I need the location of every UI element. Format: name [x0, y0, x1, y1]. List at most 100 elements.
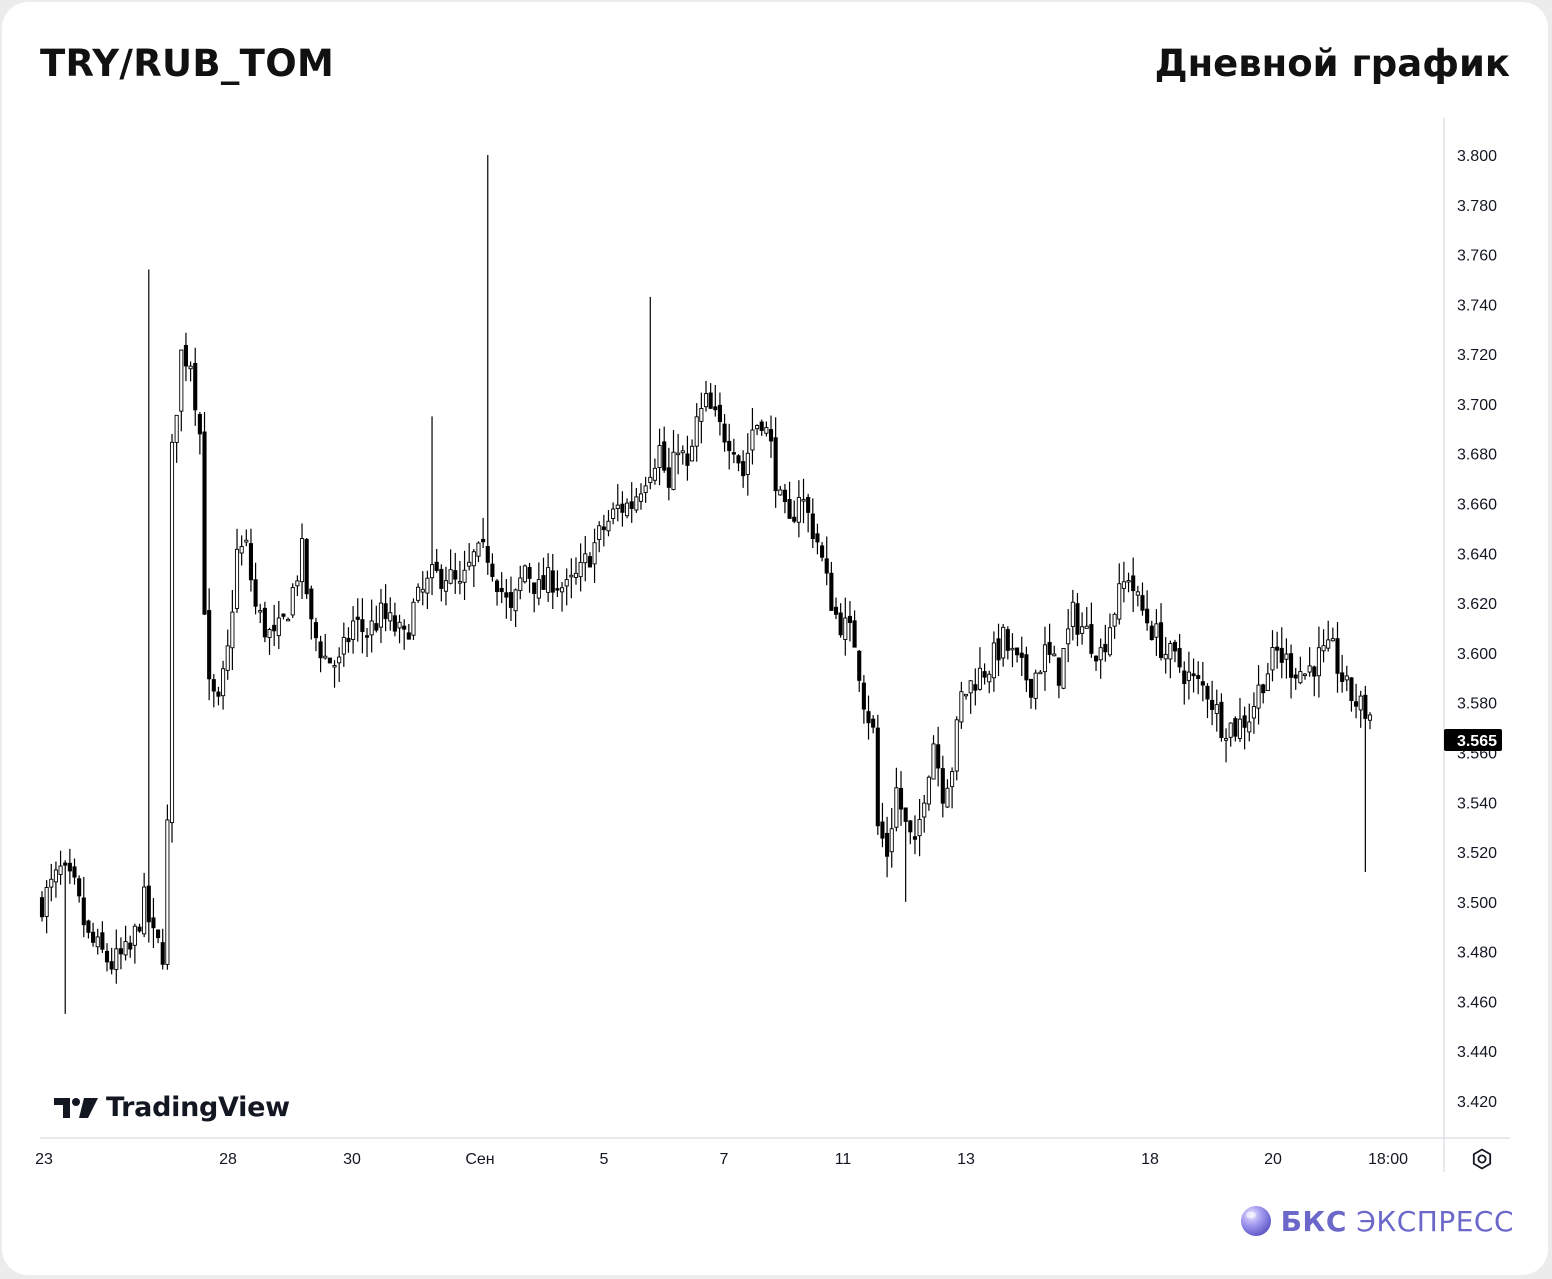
candle-body	[151, 917, 156, 929]
candle-body	[973, 684, 978, 691]
candle-body	[341, 636, 346, 655]
candle-body	[58, 865, 63, 875]
candle-body	[764, 427, 769, 434]
chart-settings-button[interactable]	[1470, 1147, 1494, 1176]
candle-body	[1103, 643, 1108, 653]
x-tick-label: 11	[835, 1151, 852, 1168]
candle-body	[1149, 625, 1154, 640]
candle-body	[852, 620, 857, 648]
y-tick-label: 3.760	[1457, 248, 1497, 265]
candle-body	[1261, 684, 1266, 694]
candle-body	[685, 453, 690, 466]
candle-body	[713, 406, 718, 411]
candle-body	[1177, 648, 1182, 668]
candle-body	[638, 493, 644, 502]
candle-body	[1066, 628, 1071, 645]
candle-body	[272, 624, 277, 632]
candle-body	[378, 602, 384, 628]
candle-body	[875, 727, 880, 827]
x-tick-label: 7	[720, 1151, 729, 1168]
candle-body	[137, 926, 142, 932]
candle-body	[392, 615, 397, 632]
y-tick-label: 3.440	[1457, 1044, 1497, 1061]
candle-body	[276, 617, 281, 636]
candle-body	[369, 620, 374, 636]
candle-body	[987, 673, 992, 683]
y-tick-label: 3.780	[1457, 198, 1497, 215]
candle-body	[467, 561, 472, 567]
candle-body	[592, 542, 597, 565]
candle-body	[1233, 718, 1238, 737]
candle-body	[527, 567, 532, 579]
candle-body	[104, 950, 110, 963]
candle-body	[801, 499, 806, 502]
candle-body	[95, 936, 100, 948]
candle-body	[1112, 613, 1117, 627]
candle-body	[1033, 672, 1038, 699]
candle-body	[1224, 738, 1229, 741]
tradingview-watermark: TradingView	[54, 1092, 290, 1123]
candle-body	[183, 344, 188, 367]
candle-body	[1052, 653, 1057, 657]
candle-body	[494, 580, 500, 592]
candle-body	[1367, 714, 1373, 721]
candle-body	[680, 450, 685, 454]
y-tick-label: 3.620	[1457, 596, 1497, 613]
candle-body	[1321, 645, 1326, 652]
candle-body	[262, 607, 267, 638]
candle-body	[666, 467, 671, 488]
candle-body	[838, 612, 843, 636]
candle-body	[355, 616, 360, 620]
candle-body	[1265, 673, 1270, 691]
candle-body	[1047, 641, 1052, 655]
candle-body	[411, 601, 416, 636]
candle-body	[541, 575, 546, 590]
candle-body	[532, 582, 537, 594]
candle-body	[625, 502, 630, 517]
candle-body	[1056, 657, 1061, 686]
candle-body	[230, 611, 235, 649]
candle-body	[513, 589, 518, 612]
candle-body	[555, 588, 560, 591]
candle-body	[281, 613, 286, 617]
candle-body	[968, 680, 973, 694]
candle-body	[91, 931, 96, 943]
candle-body	[898, 787, 904, 810]
candle-body	[239, 546, 244, 554]
candle-body	[1019, 652, 1024, 658]
x-tick-label: 23	[35, 1151, 53, 1168]
candle-body	[1168, 643, 1173, 660]
candle-body	[1302, 673, 1308, 677]
candle-body	[346, 637, 351, 643]
candle-body	[843, 617, 848, 640]
candle-body	[360, 619, 365, 632]
candle-body	[1038, 671, 1043, 675]
candle-body	[601, 526, 606, 531]
candle-body	[481, 538, 486, 543]
candle-body	[128, 942, 133, 950]
bcs-wordmark-bold: БКС	[1280, 1204, 1347, 1238]
candle-body	[462, 569, 467, 583]
candle-body	[1237, 718, 1243, 739]
candle-body	[248, 543, 254, 581]
candle-body	[114, 948, 119, 970]
candle-body	[606, 520, 611, 532]
candle-body	[453, 570, 458, 580]
candle-body	[1289, 653, 1294, 678]
candle-body	[787, 499, 792, 519]
candle-body	[573, 572, 579, 578]
candle-body	[267, 629, 272, 639]
candle-body	[290, 587, 295, 616]
candle-body	[727, 440, 732, 452]
candle-body	[448, 569, 453, 584]
bcs-express-wordmark: БКС ЭКСПРЕСС	[1281, 1205, 1514, 1238]
candle-body	[67, 862, 72, 872]
candle-body	[1117, 583, 1122, 620]
candle-body	[1307, 665, 1312, 673]
candle-body	[1172, 641, 1178, 652]
candle-body	[634, 496, 639, 511]
candle-body	[1089, 624, 1094, 654]
candle-body	[1340, 672, 1345, 682]
